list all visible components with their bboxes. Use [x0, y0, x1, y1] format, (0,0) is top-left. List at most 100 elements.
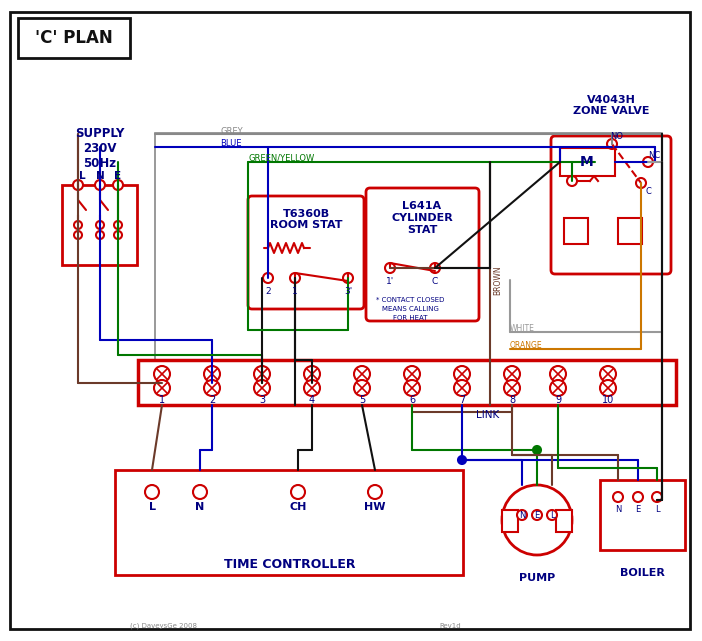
Text: N: N — [519, 510, 525, 519]
Text: (c) DaveysGe 2008: (c) DaveysGe 2008 — [130, 623, 197, 629]
Circle shape — [96, 231, 104, 239]
Text: N: N — [195, 502, 204, 512]
Text: BOILER: BOILER — [620, 568, 664, 578]
Circle shape — [547, 510, 557, 520]
Bar — [18, 18, 130, 58]
Circle shape — [404, 366, 420, 382]
Circle shape — [291, 485, 305, 499]
Text: ORANGE: ORANGE — [510, 340, 543, 349]
Text: LINK: LINK — [477, 410, 500, 420]
Circle shape — [517, 510, 527, 520]
Text: NO: NO — [611, 131, 623, 140]
Text: E: E — [534, 510, 540, 519]
Circle shape — [636, 178, 646, 188]
Text: E: E — [114, 171, 121, 181]
Text: NC: NC — [648, 151, 660, 160]
Text: L: L — [149, 502, 156, 512]
Text: BROWN: BROWN — [493, 265, 502, 295]
Text: M: M — [580, 155, 594, 169]
Text: E: E — [635, 506, 641, 515]
Circle shape — [633, 492, 643, 502]
Text: L641A: L641A — [402, 201, 442, 211]
Circle shape — [454, 366, 470, 382]
Circle shape — [504, 366, 520, 382]
Text: 10: 10 — [602, 395, 614, 405]
Text: ROOM STAT: ROOM STAT — [270, 220, 343, 230]
Circle shape — [550, 366, 566, 382]
Circle shape — [204, 380, 220, 396]
Text: CYLINDER: CYLINDER — [391, 213, 453, 223]
Circle shape — [114, 231, 122, 239]
Text: C: C — [645, 187, 651, 196]
Text: 4: 4 — [309, 395, 315, 405]
FancyBboxPatch shape — [248, 196, 364, 309]
Text: 1: 1 — [159, 395, 165, 405]
Text: PUMP: PUMP — [519, 573, 555, 583]
Circle shape — [454, 380, 470, 396]
Circle shape — [114, 221, 122, 229]
Text: FOR HEAT: FOR HEAT — [392, 315, 428, 321]
Text: STAT: STAT — [407, 225, 437, 235]
Circle shape — [193, 485, 207, 499]
Circle shape — [304, 380, 320, 396]
Text: SUPPLY
230V
50Hz: SUPPLY 230V 50Hz — [75, 126, 125, 169]
Bar — [138, 360, 676, 405]
Circle shape — [254, 380, 270, 396]
Circle shape — [354, 366, 370, 382]
Bar — [62, 185, 137, 265]
Text: 'C' PLAN: 'C' PLAN — [35, 29, 113, 47]
Circle shape — [74, 231, 82, 239]
Circle shape — [113, 180, 123, 190]
Circle shape — [533, 446, 541, 454]
Circle shape — [354, 380, 370, 396]
Bar — [564, 218, 588, 244]
Circle shape — [600, 380, 616, 396]
Circle shape — [385, 263, 395, 273]
Circle shape — [430, 263, 440, 273]
Text: 2: 2 — [265, 287, 271, 296]
Text: GREEN/YELLOW: GREEN/YELLOW — [248, 153, 314, 163]
Circle shape — [95, 180, 105, 190]
Circle shape — [550, 380, 566, 396]
Text: 1': 1' — [386, 276, 394, 285]
Circle shape — [74, 221, 82, 229]
Bar — [556, 510, 572, 532]
Text: TIME CONTROLLER: TIME CONTROLLER — [224, 558, 356, 572]
Circle shape — [204, 366, 220, 382]
Circle shape — [368, 485, 382, 499]
Circle shape — [532, 510, 542, 520]
Text: GREY: GREY — [220, 126, 243, 135]
Text: V4043H: V4043H — [587, 95, 635, 105]
Circle shape — [304, 366, 320, 382]
Text: 7: 7 — [459, 395, 465, 405]
Circle shape — [96, 221, 104, 229]
Circle shape — [652, 492, 662, 502]
Circle shape — [154, 380, 170, 396]
Text: CH: CH — [289, 502, 307, 512]
Circle shape — [502, 485, 572, 555]
Text: L: L — [655, 506, 659, 515]
Text: N: N — [615, 506, 621, 515]
Circle shape — [504, 380, 520, 396]
Text: C: C — [432, 276, 438, 285]
Bar — [115, 470, 463, 575]
Circle shape — [643, 157, 653, 167]
Bar — [618, 218, 642, 244]
Text: MEANS CALLING: MEANS CALLING — [382, 306, 439, 312]
Text: 3: 3 — [259, 395, 265, 405]
Text: 6: 6 — [409, 395, 415, 405]
Circle shape — [343, 273, 353, 283]
Text: 2: 2 — [209, 395, 215, 405]
Text: 9: 9 — [555, 395, 561, 405]
Text: L: L — [550, 510, 555, 519]
Text: L: L — [79, 171, 86, 181]
Text: N: N — [95, 171, 105, 181]
Circle shape — [607, 139, 617, 149]
Circle shape — [254, 366, 270, 382]
Bar — [600, 480, 685, 550]
Circle shape — [154, 366, 170, 382]
Circle shape — [73, 180, 83, 190]
Circle shape — [600, 366, 616, 382]
Circle shape — [404, 380, 420, 396]
FancyBboxPatch shape — [551, 136, 671, 274]
